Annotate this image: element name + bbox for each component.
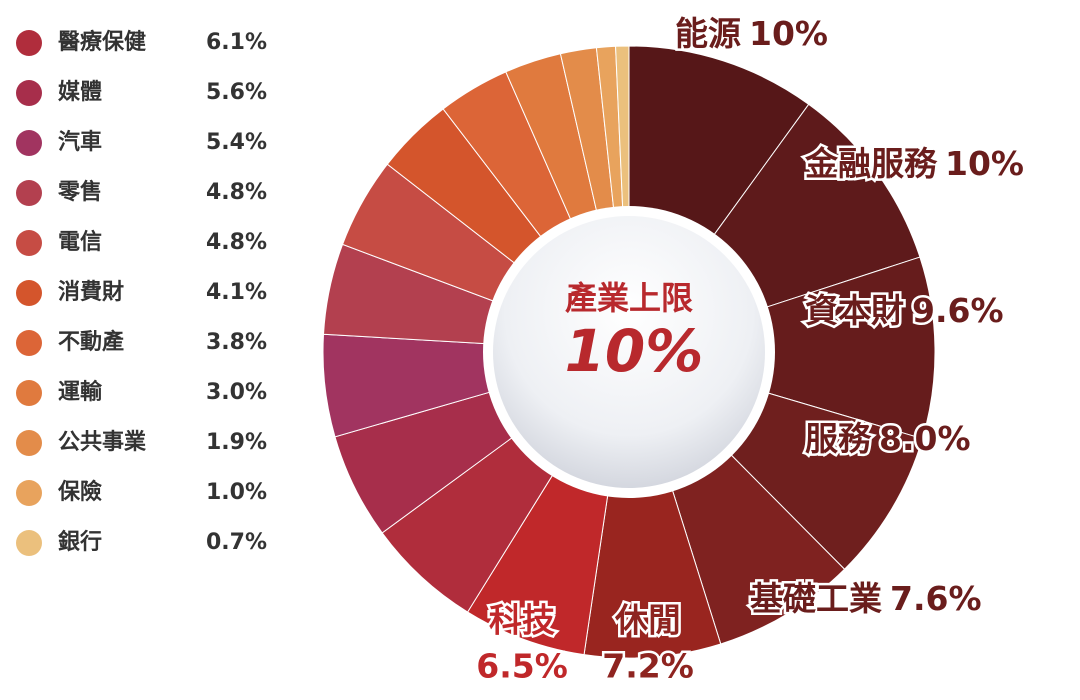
- legend-value: 4.8%: [206, 230, 267, 255]
- slice-value: 10%: [749, 14, 828, 53]
- legend-value: 1.9%: [206, 430, 267, 455]
- legend-label: 銀行: [58, 529, 102, 555]
- slice-label: 服務 8.0%: [805, 419, 971, 458]
- slice-label: 能源 10%: [675, 14, 828, 53]
- legend-swatch: [16, 30, 42, 56]
- legend-label: 不動產: [58, 329, 124, 355]
- slice-value: 6.5%: [476, 647, 568, 686]
- legend-swatch: [16, 480, 42, 506]
- legend-value: 3.8%: [206, 330, 267, 355]
- center-value: 10%: [565, 317, 704, 385]
- slice-label: 休閒: [614, 601, 681, 640]
- legend-label: 公共事業: [58, 429, 147, 455]
- legend-label: 汽車: [58, 129, 102, 155]
- slice-category: 金融服務: [804, 144, 938, 183]
- slice-value: 9.6%: [912, 291, 1004, 330]
- legend-swatch: [16, 530, 42, 556]
- slice-value: 10%: [945, 144, 1024, 183]
- slice-value: 8.0%: [879, 419, 971, 458]
- legend-label: 電信: [58, 229, 102, 255]
- legend-swatch: [16, 80, 42, 106]
- legend-label: 保險: [57, 479, 102, 505]
- legend-swatch: [16, 230, 42, 256]
- legend-label: 運輸: [58, 379, 103, 405]
- legend-swatch: [16, 330, 42, 356]
- legend-label: 媒體: [58, 79, 102, 105]
- slice-category: 資本財: [805, 291, 904, 330]
- legend-label: 消費財: [58, 280, 124, 305]
- center-disc: [493, 216, 765, 488]
- legend-swatch: [16, 130, 42, 156]
- slice-label: 資本財 9.6%: [805, 291, 1004, 330]
- center-title: 產業上限: [565, 279, 693, 317]
- slice-value: 7.2%: [602, 647, 694, 686]
- slice-category: 能源: [675, 14, 741, 53]
- legend-value: 5.4%: [206, 130, 267, 155]
- slice-value: 7.6%: [890, 579, 982, 618]
- legend-value: 6.1%: [206, 30, 267, 55]
- legend-swatch: [16, 380, 42, 406]
- slice-label: 科技: [489, 601, 555, 640]
- slice-label: 基礎工業 7.6%: [750, 579, 982, 618]
- legend-value: 4.8%: [206, 180, 267, 205]
- legend-value: 3.0%: [206, 380, 267, 405]
- legend-value: 5.6%: [206, 80, 267, 105]
- legend-value: 1.0%: [206, 480, 267, 505]
- legend-label: 零售: [57, 179, 102, 205]
- legend-value: 0.7%: [206, 530, 267, 555]
- slice-category: 基礎工業: [750, 579, 882, 618]
- slice-label: 金融服務 10%: [804, 144, 1024, 183]
- legend-label: 醫療保健: [58, 29, 146, 55]
- legend-swatch: [16, 430, 42, 456]
- legend-swatch: [16, 180, 42, 206]
- legend-swatch: [16, 280, 42, 306]
- legend-value: 4.1%: [206, 280, 267, 305]
- slice-category: 服務: [805, 419, 872, 458]
